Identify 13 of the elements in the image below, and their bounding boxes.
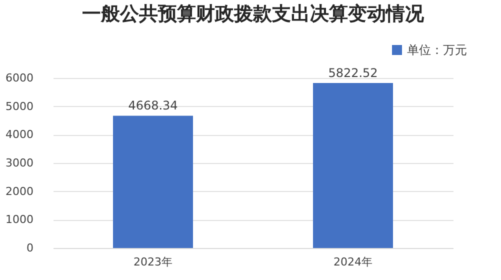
legend-label: 单位：万元 <box>407 43 467 57</box>
data-label: 4668.34 <box>128 98 178 113</box>
y-tick-label: 4000 <box>6 128 34 142</box>
y-tick-label: 1000 <box>6 213 34 226</box>
y-tick-label: 3000 <box>6 156 34 170</box>
y-tick-label: 2000 <box>6 184 34 198</box>
x-tick-label: 2023年 <box>134 256 172 268</box>
y-tick-label: 0 <box>26 242 34 254</box>
y-tick-label: 5000 <box>6 100 34 113</box>
data-label: 5822.52 <box>328 66 378 80</box>
chart-title: 一般公共预算财政拨款支出决算变动情况 <box>82 3 425 25</box>
x-tick-label: 2024年 <box>334 256 372 268</box>
y-tick-label: 6000 <box>6 72 34 84</box>
